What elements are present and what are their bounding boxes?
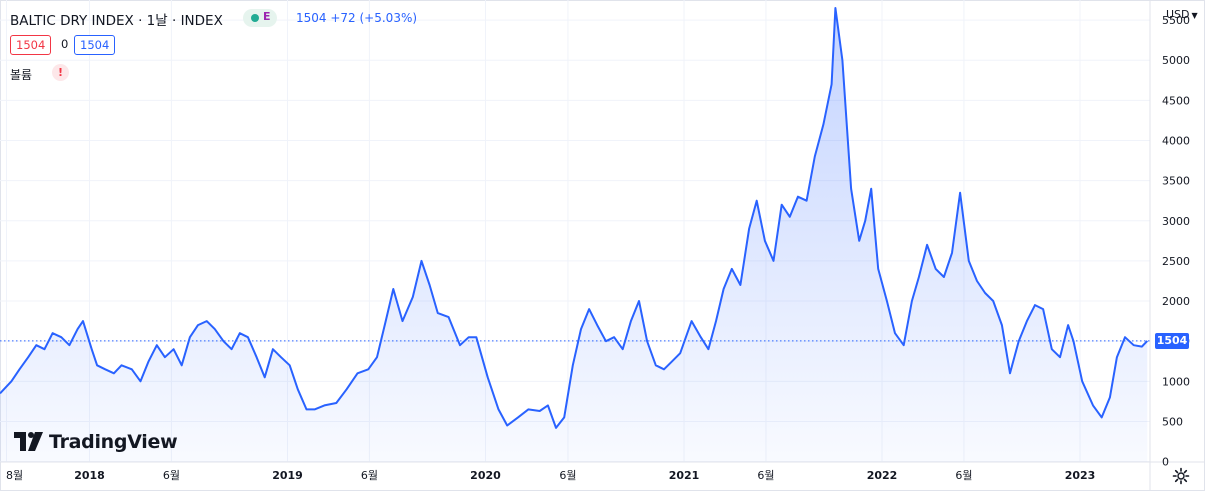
y-tick-label: 4500	[1162, 94, 1190, 107]
y-tick-label: 0	[1162, 456, 1169, 469]
x-tick-label: 2022	[867, 469, 898, 482]
y-tick-label: 3000	[1162, 215, 1190, 228]
market-status-dot-icon	[251, 14, 259, 22]
y-tick-label: 5000	[1162, 54, 1190, 67]
x-tick-label: 6월	[361, 469, 378, 482]
x-tick-label: 2019	[272, 469, 303, 482]
y-tick-label: 2000	[1162, 295, 1190, 308]
gear-icon[interactable]	[1172, 467, 1190, 485]
x-tick-label: 2018	[74, 469, 105, 482]
tradingview-logo-icon[interactable]	[14, 429, 46, 455]
buy-price-box[interactable]: 1504	[74, 35, 116, 55]
x-tick-label: 6월	[559, 469, 576, 482]
x-tick-label: 2023	[1065, 469, 1096, 482]
tradingview-logo-text: TradingView	[49, 431, 178, 453]
x-tick-label: 6월	[955, 469, 972, 482]
series-line	[0, 7, 1149, 429]
last-price-info: 1504 +72 (+5.03%)	[296, 11, 418, 25]
y-tick-label: 4000	[1162, 134, 1190, 147]
last-price-badge: 1504	[1155, 332, 1189, 349]
price-axis[interactable]: 0500100015002000250030003500400045005000…	[1162, 14, 1190, 469]
x-tick-label: 6월	[163, 469, 180, 482]
symbol-title[interactable]: BALTIC DRY INDEX · 1날 · INDEX	[10, 13, 223, 29]
y-tick-label: 2500	[1162, 255, 1190, 268]
x-tick-label: 8월	[6, 469, 23, 482]
sell-price-box[interactable]: 1504	[10, 35, 52, 55]
market-status-badge[interactable]: E	[243, 9, 277, 27]
x-tick-label: 2021	[669, 469, 700, 482]
currency-selector[interactable]: USD ▼	[1166, 8, 1198, 21]
volume-label[interactable]: 볼륨	[10, 68, 33, 82]
y-tick-label: 500	[1162, 415, 1183, 428]
x-tick-label: 2020	[470, 469, 501, 482]
y-tick-label: 3500	[1162, 175, 1190, 188]
y-tick-label: 5500	[1162, 14, 1190, 27]
x-tick-label: 6월	[757, 469, 774, 482]
y-tick-label: 1000	[1162, 375, 1190, 388]
status-label: E	[263, 10, 271, 23]
warning-icon[interactable]: !	[52, 64, 69, 81]
time-axis[interactable]: 8월 2018 6월 2019 6월 2020 6월 2021 6월 2022 6월 2023	[6, 469, 1095, 482]
currency-label: USD	[1166, 8, 1190, 21]
series-area	[0, 8, 1148, 462]
spread-value: 0	[61, 37, 69, 51]
chevron-down-icon: ▼	[1191, 11, 1198, 20]
